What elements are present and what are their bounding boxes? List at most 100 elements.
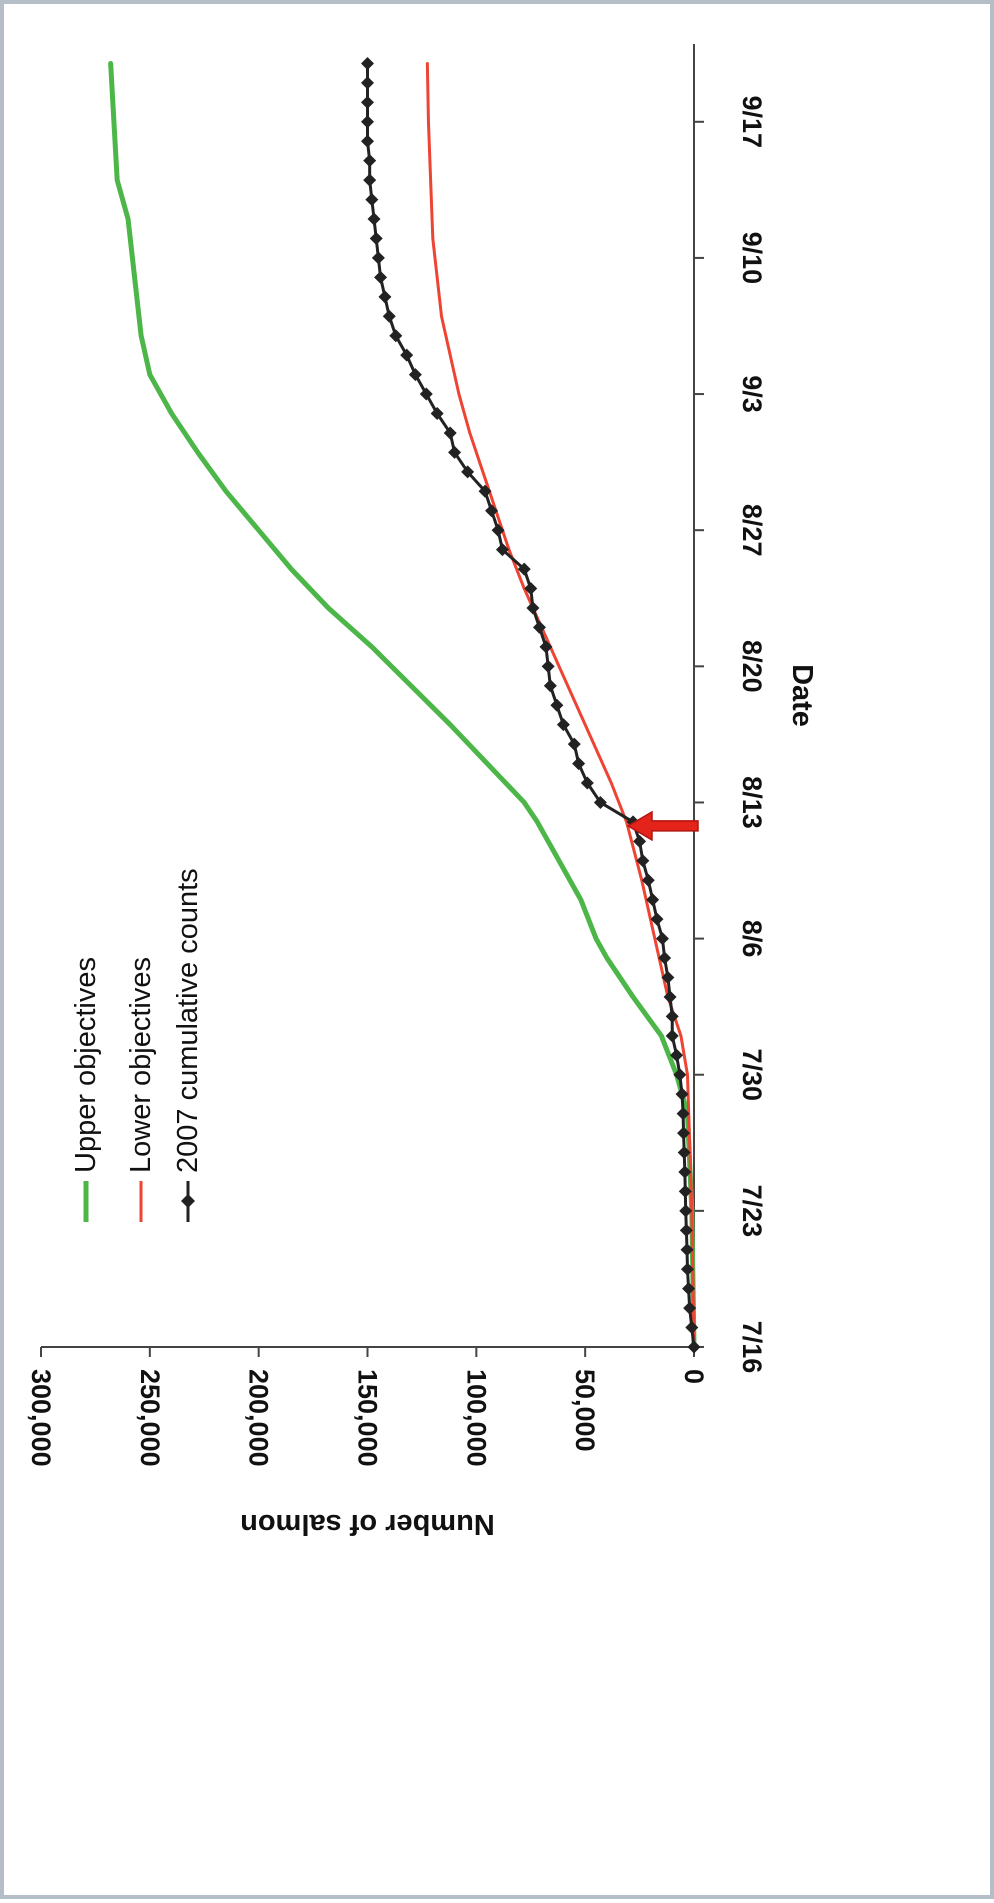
data-point	[655, 932, 669, 946]
data-point	[378, 290, 392, 304]
data-point	[491, 523, 505, 537]
x-tick-label: 8/13	[737, 776, 767, 829]
data-point	[677, 1126, 691, 1140]
data-point	[679, 1204, 693, 1218]
y-tick-label: 200,000	[244, 1369, 274, 1467]
x-axis-title: Date	[786, 664, 818, 727]
salmon-chart: 7/16 7/23 7/30 8/6 8/13 8/20 8/27 9/3 9/10 9/17 0…	[26, 44, 818, 1540]
data-point	[658, 951, 672, 965]
series-layer	[108, 56, 701, 1354]
data-point	[677, 1146, 691, 1160]
x-tick-label: 7/30	[737, 1048, 767, 1101]
y-axis-title: Number of salmon	[240, 1508, 495, 1540]
series-2007-cumulative-counts	[361, 56, 701, 1354]
data-point	[369, 231, 383, 245]
data-point	[363, 154, 377, 168]
data-point	[665, 1029, 679, 1043]
data-point	[524, 582, 538, 596]
data-point	[680, 1262, 694, 1276]
data-point	[685, 1321, 699, 1335]
data-point	[636, 854, 650, 868]
legend-label-lower-objectives: Lower objectives	[125, 957, 157, 1173]
y-tick-label: 250,000	[135, 1369, 165, 1467]
data-point	[448, 445, 462, 459]
x-axis-ticks: 7/16 7/23 7/30 8/6 8/13 8/20 8/27 9/3 9/10 9/17	[694, 96, 767, 1374]
series-line-2007-cumulative-counts	[366, 61, 696, 1349]
x-tick-label: 9/17	[737, 96, 767, 149]
data-point	[580, 776, 594, 790]
data-point	[371, 251, 385, 265]
chart-axes: 7/16 7/23 7/30 8/6 8/13 8/20 8/27 9/3 9/10 9/17 0…	[26, 44, 767, 1467]
data-point	[389, 329, 403, 343]
data-point	[593, 795, 607, 809]
data-point	[567, 737, 581, 751]
x-tick-label: 7/16	[737, 1321, 767, 1374]
data-point	[539, 640, 553, 654]
x-tick-label: 7/23	[737, 1185, 767, 1238]
data-point	[641, 873, 655, 887]
data-point	[367, 212, 381, 226]
legend-label-upper-objectives: Upper objectives	[70, 957, 102, 1173]
annotation-arrow	[626, 810, 699, 842]
data-point	[673, 1068, 687, 1082]
series-line-upper-objectives	[108, 60, 697, 1350]
data-point	[679, 1223, 693, 1237]
data-point	[633, 834, 647, 848]
data-point	[680, 1243, 694, 1257]
data-point	[675, 1087, 689, 1101]
data-point	[556, 718, 570, 732]
data-point	[526, 601, 540, 615]
data-point	[361, 56, 374, 70]
y-tick-label: 300,000	[26, 1369, 56, 1467]
x-tick-label: 8/20	[737, 640, 767, 693]
legend: Upper objectives Lower objectives 2007 c…	[70, 868, 204, 1222]
data-point	[532, 620, 546, 634]
data-point	[543, 679, 557, 693]
legend-item-upper-objectives: Upper objectives	[70, 957, 102, 1222]
data-point	[361, 134, 374, 148]
data-point	[400, 348, 414, 362]
data-point	[485, 504, 499, 518]
data-point	[419, 387, 433, 401]
data-point	[382, 309, 396, 323]
data-point	[461, 465, 475, 479]
legend-marker-2007-cumulative-counts	[181, 1194, 195, 1208]
data-point	[678, 1184, 692, 1198]
data-point	[361, 76, 374, 90]
y-tick-label: 150,000	[353, 1369, 383, 1467]
data-point	[687, 1340, 701, 1354]
series-upper-objectives	[108, 60, 697, 1350]
annotation-layer	[626, 810, 699, 842]
data-point	[650, 912, 664, 926]
data-point	[430, 407, 444, 421]
data-point	[676, 1107, 690, 1121]
data-point	[443, 426, 457, 440]
data-point	[670, 1048, 684, 1062]
data-point	[683, 1301, 697, 1315]
data-point	[365, 193, 379, 207]
y-tick-label: 0	[679, 1369, 709, 1384]
data-point	[550, 698, 564, 712]
data-point	[661, 970, 675, 984]
data-point	[361, 95, 374, 109]
data-point	[572, 757, 586, 771]
data-point	[665, 1009, 679, 1023]
data-point	[374, 270, 388, 284]
data-point	[478, 484, 492, 498]
data-point	[678, 1165, 692, 1179]
data-point	[541, 659, 555, 673]
legend-label-2007-cumulative-counts: 2007 cumulative counts	[172, 868, 204, 1173]
data-point	[682, 1282, 696, 1296]
x-tick-label: 9/10	[737, 232, 767, 285]
data-point	[363, 173, 377, 187]
x-tick-label: 8/27	[737, 504, 767, 557]
x-tick-label: 9/3	[737, 375, 767, 413]
legend-item-lower-objectives: Lower objectives	[125, 957, 157, 1222]
data-point	[408, 368, 422, 382]
y-tick-label: 100,000	[461, 1369, 491, 1467]
data-point	[663, 990, 677, 1004]
x-tick-label: 8/6	[737, 920, 767, 958]
data-point	[361, 115, 374, 129]
legend-item-2007-cumulative-counts: 2007 cumulative counts	[172, 868, 204, 1222]
